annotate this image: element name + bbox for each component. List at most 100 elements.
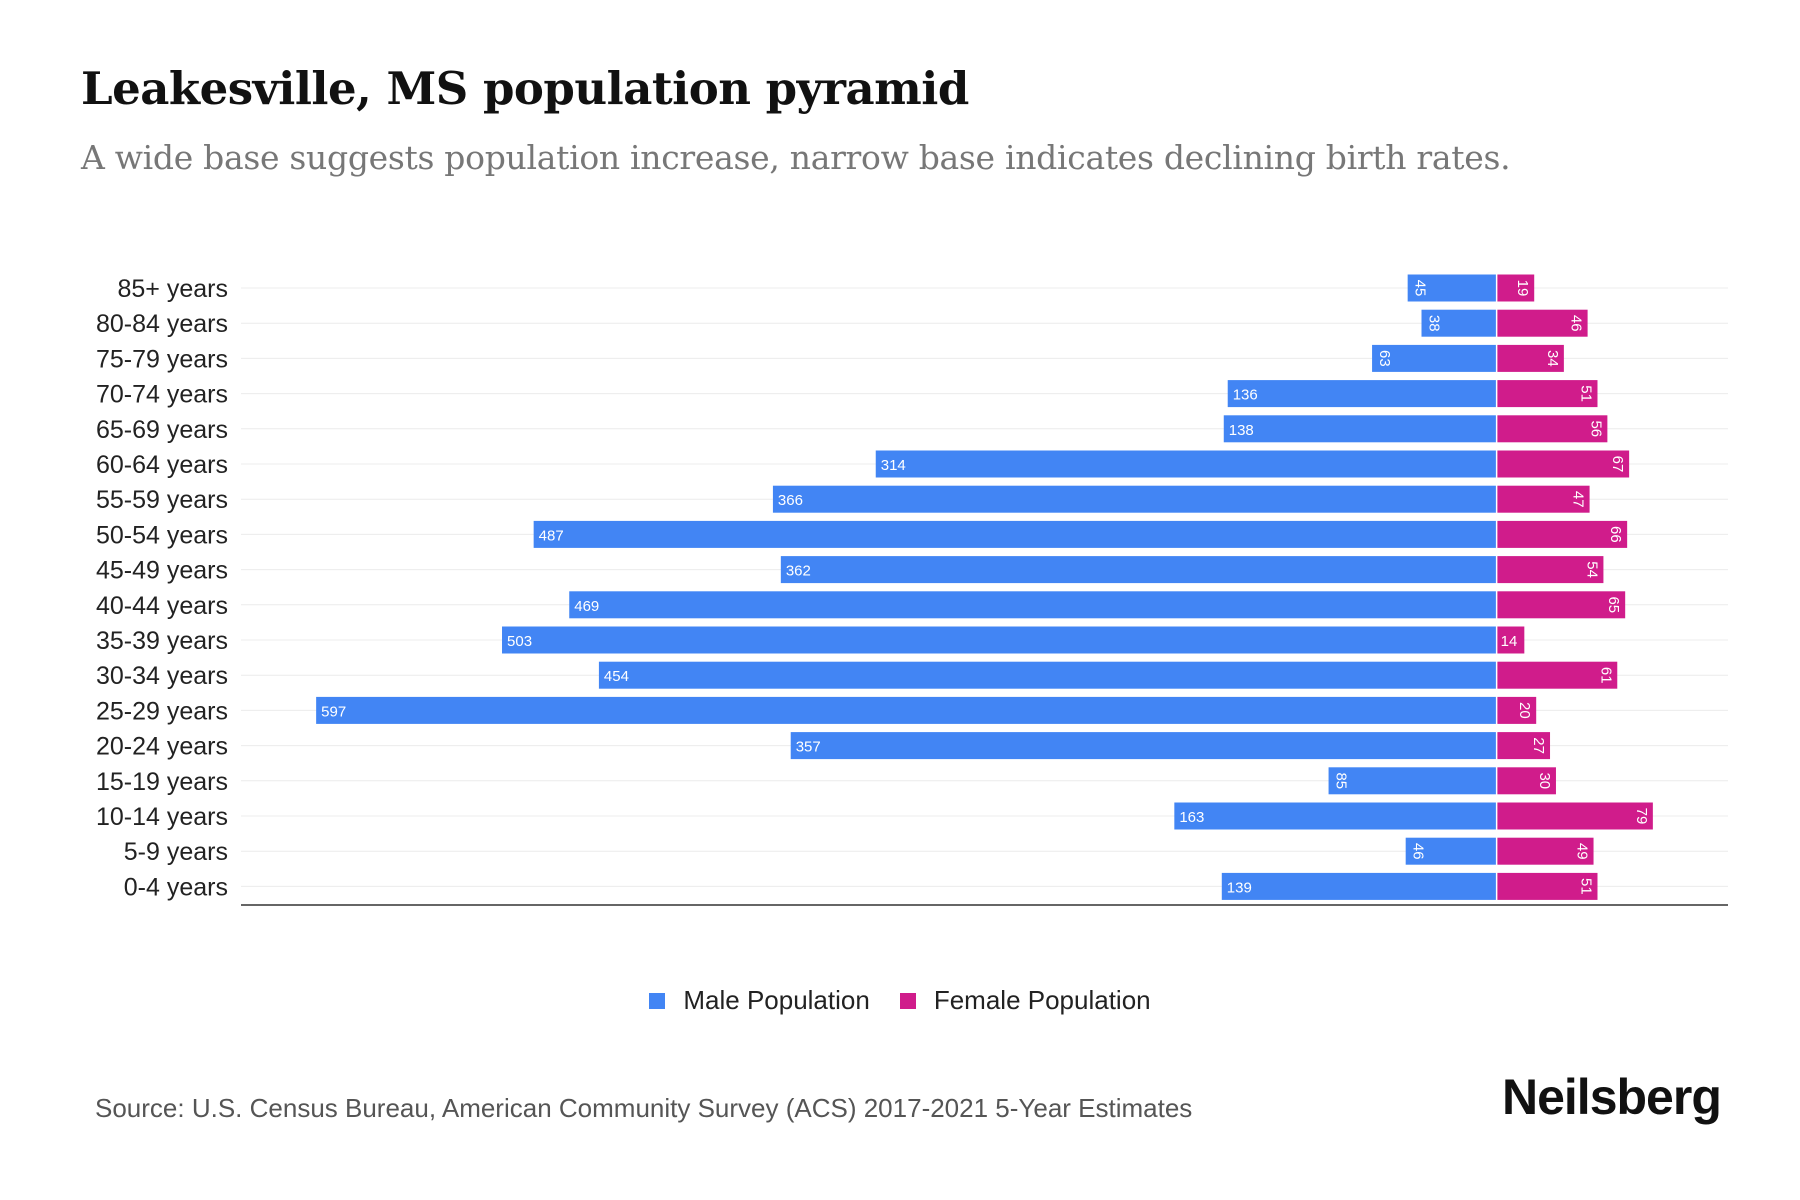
y-tick-label: 70-74 years	[96, 381, 228, 409]
male-bar	[598, 661, 1497, 689]
female-bar	[1496, 767, 1556, 795]
y-tick-label: 20-24 years	[96, 733, 228, 761]
legend-label-male: Male Population	[683, 985, 870, 1015]
male-data-label: 314	[881, 457, 906, 474]
female-data-label: 54	[1583, 561, 1600, 578]
legend-label-female: Female Population	[933, 985, 1151, 1015]
y-tick-label: 25-29 years	[96, 697, 228, 725]
male-data-label: 163	[1179, 809, 1204, 826]
male-bar	[1405, 837, 1497, 865]
female-data-label: 56	[1587, 420, 1604, 437]
male-bar	[1407, 274, 1497, 302]
female-data-label: 67	[1609, 456, 1626, 473]
female-bar	[1496, 696, 1537, 724]
male-data-label: 85	[1333, 772, 1350, 789]
y-tick-label: 60-64 years	[96, 451, 228, 479]
female-bar	[1496, 626, 1525, 654]
female-bar	[1496, 450, 1630, 478]
legend-item-male: Male Population	[649, 985, 870, 1016]
y-tick-label: 85+ years	[118, 275, 229, 303]
female-data-label: 66	[1607, 526, 1624, 543]
y-tick-label: 75-79 years	[96, 345, 228, 373]
male-bar	[502, 626, 1497, 654]
male-bar	[1227, 380, 1497, 408]
male-bar	[1223, 415, 1497, 443]
female-bar	[1496, 415, 1608, 443]
male-bar	[875, 450, 1497, 478]
female-bar	[1496, 556, 1604, 584]
legend: Male Population Female Population	[0, 985, 1800, 1016]
chart-title: Leakesville, MS population pyramid	[81, 62, 969, 115]
female-data-label: 14	[1501, 633, 1518, 650]
y-tick-label: 45-49 years	[96, 557, 228, 585]
female-data-label: 46	[1568, 315, 1585, 332]
male-bar	[772, 485, 1497, 513]
male-data-label: 503	[507, 633, 532, 650]
male-bar	[780, 556, 1497, 584]
female-bar	[1496, 837, 1594, 865]
legend-item-female: Female Population	[899, 985, 1151, 1016]
female-data-label: 34	[1544, 350, 1561, 367]
female-bar	[1496, 802, 1653, 830]
female-bar	[1496, 309, 1588, 337]
y-tick-label: 50-54 years	[96, 521, 228, 549]
female-data-label: 19	[1514, 280, 1531, 297]
male-data-label: 45	[1412, 280, 1429, 297]
male-data-label: 46	[1410, 843, 1427, 860]
female-data-label: 27	[1530, 737, 1547, 754]
male-bar	[316, 696, 1497, 724]
female-data-label: 20	[1516, 702, 1533, 719]
male-data-label: 38	[1426, 315, 1443, 332]
female-data-label: 65	[1605, 596, 1622, 613]
y-tick-label: 5-9 years	[124, 838, 228, 866]
female-bar	[1496, 520, 1628, 548]
male-data-label: 597	[321, 703, 346, 720]
female-bar	[1496, 380, 1598, 408]
male-bar	[1174, 802, 1497, 830]
y-tick-label: 30-34 years	[96, 662, 228, 690]
y-tick-label: 0-4 years	[124, 873, 228, 901]
source-note: Source: U.S. Census Bureau, American Com…	[95, 1093, 1193, 1123]
female-bar	[1496, 485, 1590, 513]
male-data-label: 136	[1233, 387, 1258, 404]
male-data-label: 138	[1229, 422, 1254, 439]
female-bar	[1496, 344, 1564, 372]
male-data-label: 487	[539, 527, 564, 544]
female-bar	[1496, 661, 1618, 689]
y-tick-label: 15-19 years	[96, 768, 228, 796]
female-bar	[1496, 732, 1551, 760]
female-bar	[1496, 591, 1626, 619]
y-tick-label: 35-39 years	[96, 627, 228, 655]
y-tick-label: 55-59 years	[96, 486, 228, 514]
y-tick-label: 65-69 years	[96, 416, 228, 444]
male-bar	[569, 591, 1497, 619]
male-bar	[1421, 309, 1497, 337]
male-data-label: 469	[574, 598, 599, 615]
neilsberg-logo: Neilsberg	[1502, 1069, 1722, 1125]
male-bar	[790, 732, 1497, 760]
male-bar	[1372, 344, 1497, 372]
female-data-label: 51	[1577, 878, 1594, 895]
male-data-label: 366	[778, 492, 803, 509]
y-tick-label: 10-14 years	[96, 803, 228, 831]
male-data-label: 63	[1376, 350, 1393, 367]
y-tick-label: 40-44 years	[96, 592, 228, 620]
legend-swatch-female	[899, 992, 916, 1009]
male-data-label: 454	[604, 668, 629, 685]
female-data-label: 49	[1574, 843, 1591, 860]
population-pyramid-chart: 85+ years 80-84 years 75-79 years 70-74 yea…	[95, 274, 1728, 906]
male-data-label: 362	[786, 563, 811, 580]
female-data-label: 47	[1570, 491, 1587, 508]
female-data-label: 61	[1597, 667, 1614, 684]
male-data-label: 139	[1227, 879, 1252, 896]
chart-subtitle: A wide base suggests population increase…	[81, 138, 1511, 177]
female-data-label: 30	[1536, 772, 1553, 789]
legend-swatch-male	[649, 992, 666, 1009]
female-data-label: 51	[1577, 385, 1594, 402]
female-bar	[1496, 274, 1535, 302]
male-bar	[1328, 767, 1497, 795]
female-data-label: 79	[1633, 808, 1650, 825]
female-bar	[1496, 872, 1598, 900]
y-tick-label: 80-84 years	[96, 310, 228, 338]
male-bar	[533, 520, 1497, 548]
